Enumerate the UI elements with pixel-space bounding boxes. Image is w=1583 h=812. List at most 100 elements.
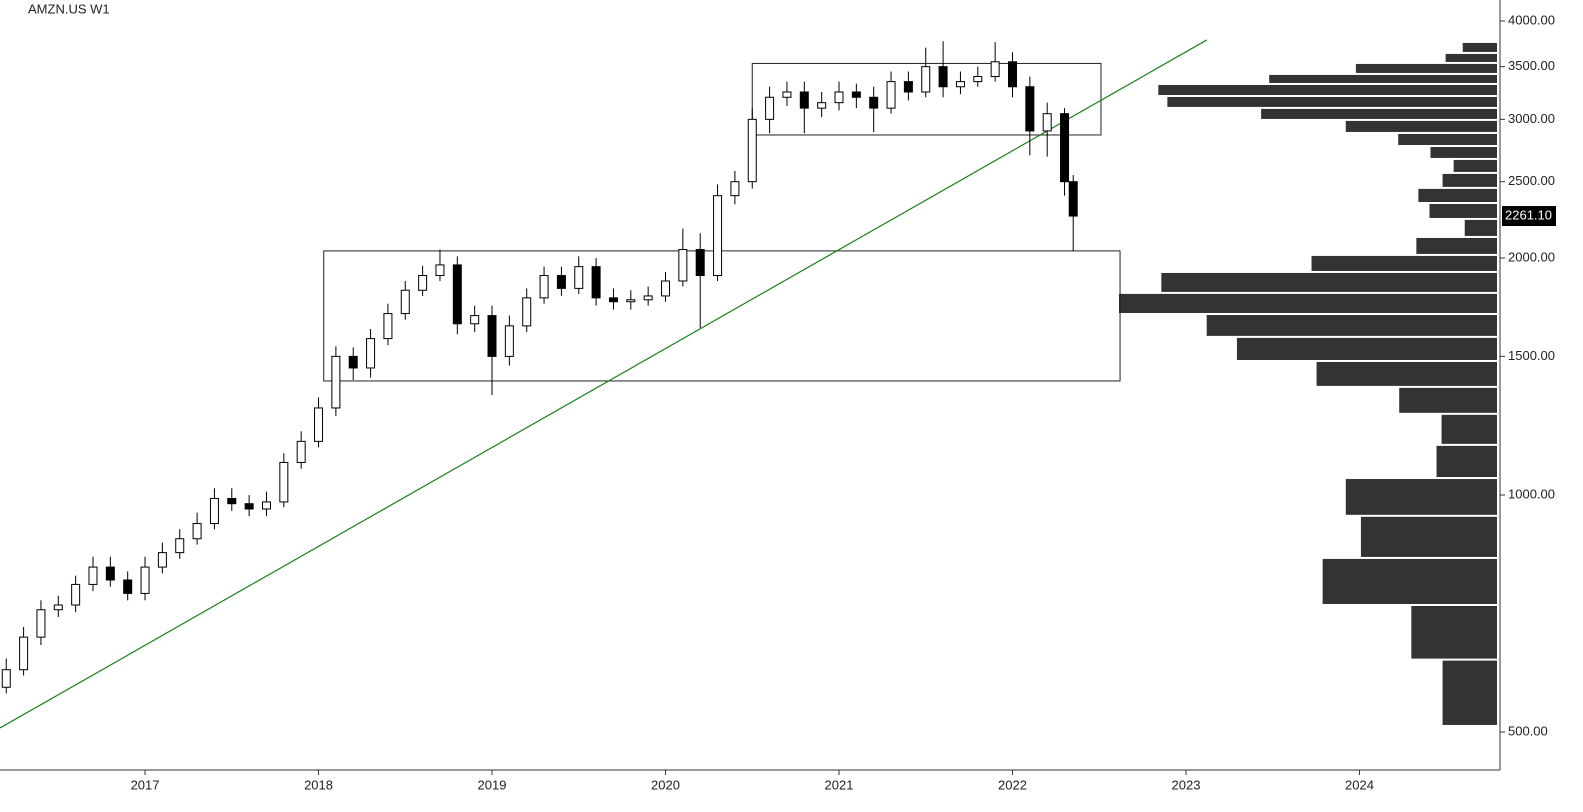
x-tick-label: 2023	[1172, 777, 1201, 792]
volume-bar	[1345, 120, 1497, 132]
volume-bar	[1261, 108, 1497, 119]
candle-body	[556, 275, 566, 289]
candle-body	[903, 81, 913, 93]
candle-body	[123, 579, 133, 594]
candle-body	[348, 355, 358, 369]
y-tick-label: 2500.00	[1508, 173, 1555, 188]
volume-bar	[1316, 361, 1497, 386]
candle-body	[452, 264, 462, 325]
volume-bar	[1399, 387, 1497, 413]
volume-bar	[1430, 147, 1497, 158]
candle-body	[487, 315, 497, 357]
x-tick-label: 2022	[998, 777, 1027, 792]
y-tick-label: 1000.00	[1508, 486, 1555, 501]
candle-body	[990, 61, 1000, 78]
candle-body	[1042, 113, 1052, 132]
volume-bar	[1418, 188, 1497, 203]
candle-body	[36, 609, 46, 638]
x-tick-label: 2021	[825, 777, 854, 792]
candle-body	[400, 289, 410, 315]
candle-body	[695, 249, 705, 277]
candle-body	[522, 297, 532, 327]
volume-bar	[1322, 558, 1497, 605]
volume-bar	[1441, 414, 1497, 444]
candle-body	[383, 313, 393, 340]
candle-body	[817, 102, 827, 109]
volume-bar	[1398, 133, 1497, 146]
candle-body	[366, 338, 376, 369]
candle-body	[296, 440, 306, 463]
x-tick-label: 2019	[478, 777, 507, 792]
volume-bar	[1411, 606, 1497, 659]
y-tick-label: 2000.00	[1508, 249, 1555, 264]
y-tick-label: 3000.00	[1508, 111, 1555, 126]
range-box	[751, 62, 1102, 136]
candle-body	[279, 461, 289, 503]
candle-body	[435, 264, 445, 277]
volume-bar	[1445, 53, 1497, 62]
candle-body	[504, 325, 514, 357]
candle-body	[851, 91, 861, 98]
volume-bar	[1453, 159, 1497, 172]
y-tick-label: 4000.00	[1508, 12, 1555, 27]
candle-body	[192, 523, 202, 540]
volume-bar	[1429, 204, 1497, 218]
last-price-label: 2261.10	[1505, 207, 1552, 222]
candle-body	[973, 76, 983, 83]
candle-body	[713, 195, 723, 277]
x-tick-label: 2018	[304, 777, 333, 792]
volume-bar	[1436, 445, 1497, 478]
candle-body	[175, 538, 185, 554]
y-tick-label: 1500.00	[1508, 348, 1555, 363]
candle-body	[140, 566, 150, 594]
candle-body	[19, 636, 29, 671]
y-tick-label: 500.00	[1508, 724, 1548, 739]
candle-body	[782, 91, 792, 98]
x-tick-label: 2024	[1345, 777, 1374, 792]
candle-body	[799, 91, 809, 109]
candle-body	[71, 583, 81, 606]
candle-body	[539, 275, 549, 299]
candle-body	[834, 91, 844, 104]
candle-body	[418, 275, 428, 291]
candle-body	[1025, 86, 1035, 132]
candle-body	[938, 66, 948, 88]
candle-body	[1060, 113, 1070, 183]
volume-bar	[1311, 255, 1497, 271]
candle-body	[765, 96, 775, 120]
trendline	[0, 39, 1208, 729]
candle-body	[244, 503, 254, 510]
candle-body	[1, 669, 11, 688]
candle-body	[470, 315, 480, 325]
volume-bar	[1119, 293, 1497, 313]
candle-body	[886, 81, 896, 109]
candle-body	[747, 118, 757, 183]
candle-body	[157, 552, 167, 568]
candle-body	[1068, 181, 1078, 217]
volume-bar	[1442, 660, 1497, 725]
candle-body	[261, 501, 271, 510]
volume-bar	[1464, 219, 1497, 236]
candle-body	[227, 497, 237, 505]
candle-body	[1007, 61, 1017, 88]
volume-bar	[1345, 479, 1497, 515]
x-tick-label: 2017	[131, 777, 160, 792]
candle-body	[88, 566, 98, 585]
candle-body	[955, 81, 965, 88]
volume-bar	[1206, 314, 1497, 336]
candle-body	[678, 249, 688, 282]
y-tick-label: 3500.00	[1508, 58, 1555, 73]
last-price-box	[1502, 206, 1556, 227]
candle-body	[314, 407, 324, 442]
volume-bar	[1158, 84, 1497, 95]
x-tick-label: 2020	[651, 777, 680, 792]
candle-body	[608, 297, 618, 303]
volume-bar	[1462, 42, 1497, 52]
volume-bar	[1360, 516, 1497, 557]
volume-bar	[1355, 63, 1497, 73]
candle-body	[626, 299, 636, 303]
chart-title: AMZN.US W1	[28, 1, 110, 16]
candle-body	[53, 604, 63, 611]
